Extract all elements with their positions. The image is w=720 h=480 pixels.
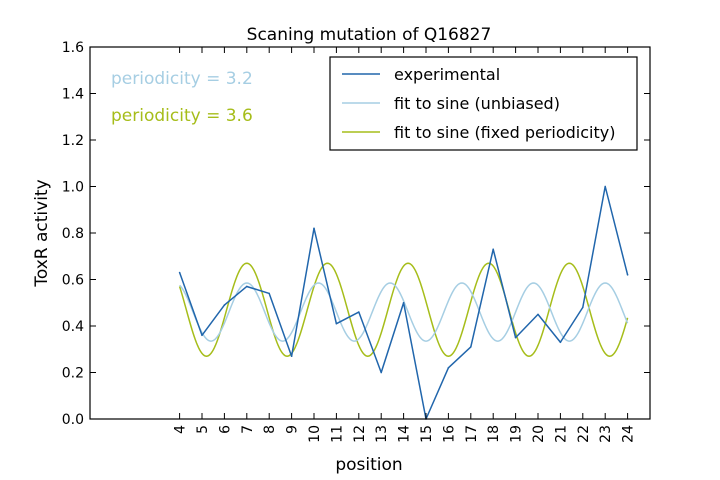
data-point xyxy=(492,248,495,251)
data-point xyxy=(447,367,450,369)
y-tick-label: 0.8 xyxy=(62,226,84,242)
legend-label-sine-fixed: fit to sine (fixed periodicity) xyxy=(394,123,615,142)
chart-title: Scaning mutation of Q16827 xyxy=(247,25,492,45)
data-point xyxy=(178,271,181,274)
data-point xyxy=(559,341,562,344)
plot-lines xyxy=(178,185,629,420)
x-axis-label: position xyxy=(335,455,402,475)
legend: experimental fit to sine (unbiased) fit … xyxy=(329,56,638,151)
data-point xyxy=(268,292,271,295)
series-line-2 xyxy=(178,262,629,357)
x-tick-label: 21 xyxy=(553,425,569,443)
data-point xyxy=(201,334,203,337)
data-point xyxy=(537,313,539,316)
x-tick-label: 10 xyxy=(307,425,323,443)
x-tick-label: 14 xyxy=(397,425,413,443)
data-point xyxy=(470,346,472,348)
data-point xyxy=(246,285,248,288)
data-point xyxy=(514,336,517,339)
data-point xyxy=(335,322,338,325)
x-tick-label: 5 xyxy=(195,425,211,434)
x-axis: 4 5 6 7 8 9 10 11 12 13 14 15 16 17 18 19 20 21 22 23 24 xyxy=(173,47,637,443)
x-tick-label: 17 xyxy=(464,425,480,443)
x-tick-label: 23 xyxy=(598,425,614,443)
x-tick-label: 13 xyxy=(374,425,390,443)
data-point xyxy=(604,185,606,188)
y-axis: 0.0 0.2 0.4 0.6 0.8 1.0 1.2 1.4 1.6 xyxy=(62,40,650,428)
x-tick-label: 18 xyxy=(486,425,502,443)
y-tick-label: 0.0 xyxy=(62,412,84,428)
x-tick-label: 8 xyxy=(262,425,278,434)
x-tick-label: 11 xyxy=(329,425,345,443)
x-tick-label: 9 xyxy=(285,425,301,434)
data-point xyxy=(358,311,360,313)
y-tick-label: 0.2 xyxy=(62,366,84,382)
data-point xyxy=(313,227,315,230)
x-tick-label: 15 xyxy=(419,425,435,443)
x-tick-label: 19 xyxy=(509,425,525,443)
legend-label-experimental: experimental xyxy=(394,65,500,84)
x-tick-label: 24 xyxy=(621,425,637,443)
y-tick-label: 1.4 xyxy=(62,87,84,103)
series-line-1 xyxy=(179,282,629,342)
x-tick-label: 20 xyxy=(531,425,547,443)
x-tick-label: 6 xyxy=(217,425,233,434)
data-point xyxy=(626,274,629,276)
data-point xyxy=(380,371,383,374)
x-tick-label: 12 xyxy=(352,425,368,443)
x-tick-label: 7 xyxy=(240,425,256,434)
data-point xyxy=(223,304,226,306)
y-tick-label: 1.6 xyxy=(62,40,84,56)
y-tick-label: 1.2 xyxy=(62,133,84,149)
annotation-periodicity-fixed: periodicity = 3.6 xyxy=(111,106,253,126)
legend-label-sine-unbiased: fit to sine (unbiased) xyxy=(394,94,560,113)
x-tick-label: 4 xyxy=(173,425,189,434)
y-tick-label: 1.0 xyxy=(62,180,84,196)
data-point xyxy=(582,306,584,309)
y-tick-label: 0.6 xyxy=(62,273,84,289)
data-point xyxy=(290,355,293,358)
data-point xyxy=(402,301,405,304)
y-axis-label: ToxR activity xyxy=(32,179,52,287)
legend-box xyxy=(329,56,638,151)
annotation-periodicity-unbiased: periodicity = 3.2 xyxy=(111,69,253,89)
x-tick-label: 16 xyxy=(441,425,457,443)
x-tick-label: 22 xyxy=(576,425,592,443)
y-tick-label: 0.4 xyxy=(62,319,84,335)
